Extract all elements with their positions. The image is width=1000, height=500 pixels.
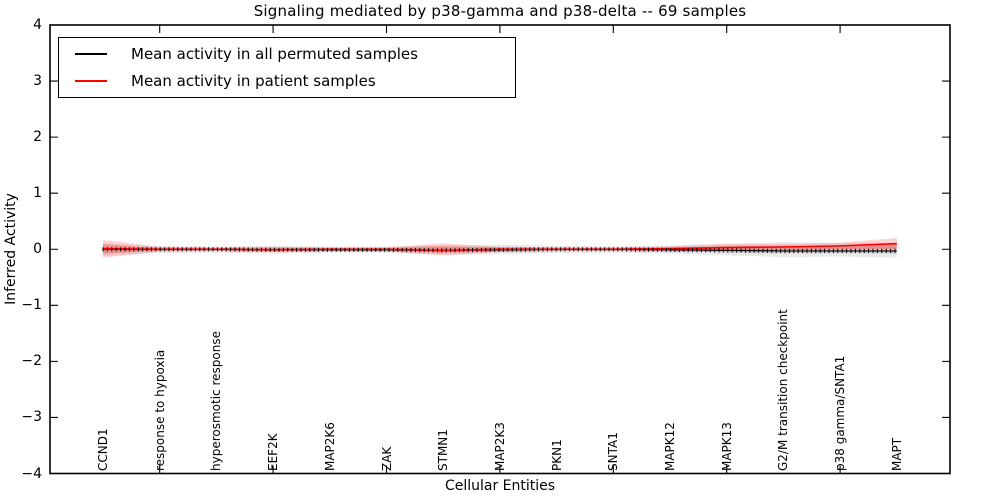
legend: Mean activity in all permuted samples Me…	[58, 37, 516, 98]
entity-label: MAPK13	[719, 422, 734, 471]
axis-ticks	[50, 24, 950, 475]
entity-label: G2/M transition checkpoint	[776, 309, 791, 471]
legend-label-patient: Mean activity in patient samples	[131, 72, 376, 91]
entity-label: STMN1	[436, 429, 451, 471]
sample-markers	[102, 247, 896, 253]
y-tick-label: 2	[33, 129, 42, 146]
entity-label: CCND1	[96, 428, 110, 471]
entity-label: PKN1	[549, 439, 564, 471]
chart-title: Signaling mediated by p38-gamma and p38-…	[253, 2, 747, 20]
confidence-band	[103, 238, 897, 258]
y-tick-label: −4	[21, 465, 42, 482]
entity-label: response to hypoxia	[152, 349, 167, 471]
entity-label: p38 gamma/SNTA1	[833, 355, 848, 471]
legend-label-permuted: Mean activity in all permuted samples	[131, 44, 418, 63]
x-axis-title: Cellular Entities	[444, 478, 556, 494]
entity-label: EEF2K	[266, 433, 281, 471]
y-tick-label: −3	[21, 409, 42, 426]
entity-label: MAPT	[889, 437, 904, 471]
y-tick-label: 1	[33, 185, 42, 202]
legend-line-sample-red-icon	[75, 80, 107, 83]
y-tick-label: 3	[33, 73, 42, 90]
legend-item-patient: Mean activity in patient samples	[59, 68, 515, 94]
y-tick-label: 0	[33, 241, 42, 258]
y-tick-label: −1	[21, 297, 42, 314]
entity-label: hyperosmotic response	[209, 331, 224, 471]
entity-label: MAPK12	[663, 422, 677, 471]
y-tick-label: −2	[21, 353, 42, 370]
entity-label: MAP2K3	[492, 422, 507, 471]
legend-item-permuted: Mean activity in all permuted samples	[59, 41, 515, 67]
legend-line-sample-black-icon	[75, 52, 107, 55]
entity-label: SNTA1	[606, 432, 621, 471]
y-tick-label: 4	[33, 17, 42, 33]
entity-label: MAP2K6	[322, 422, 337, 471]
entity-label: ZAK	[379, 446, 394, 471]
